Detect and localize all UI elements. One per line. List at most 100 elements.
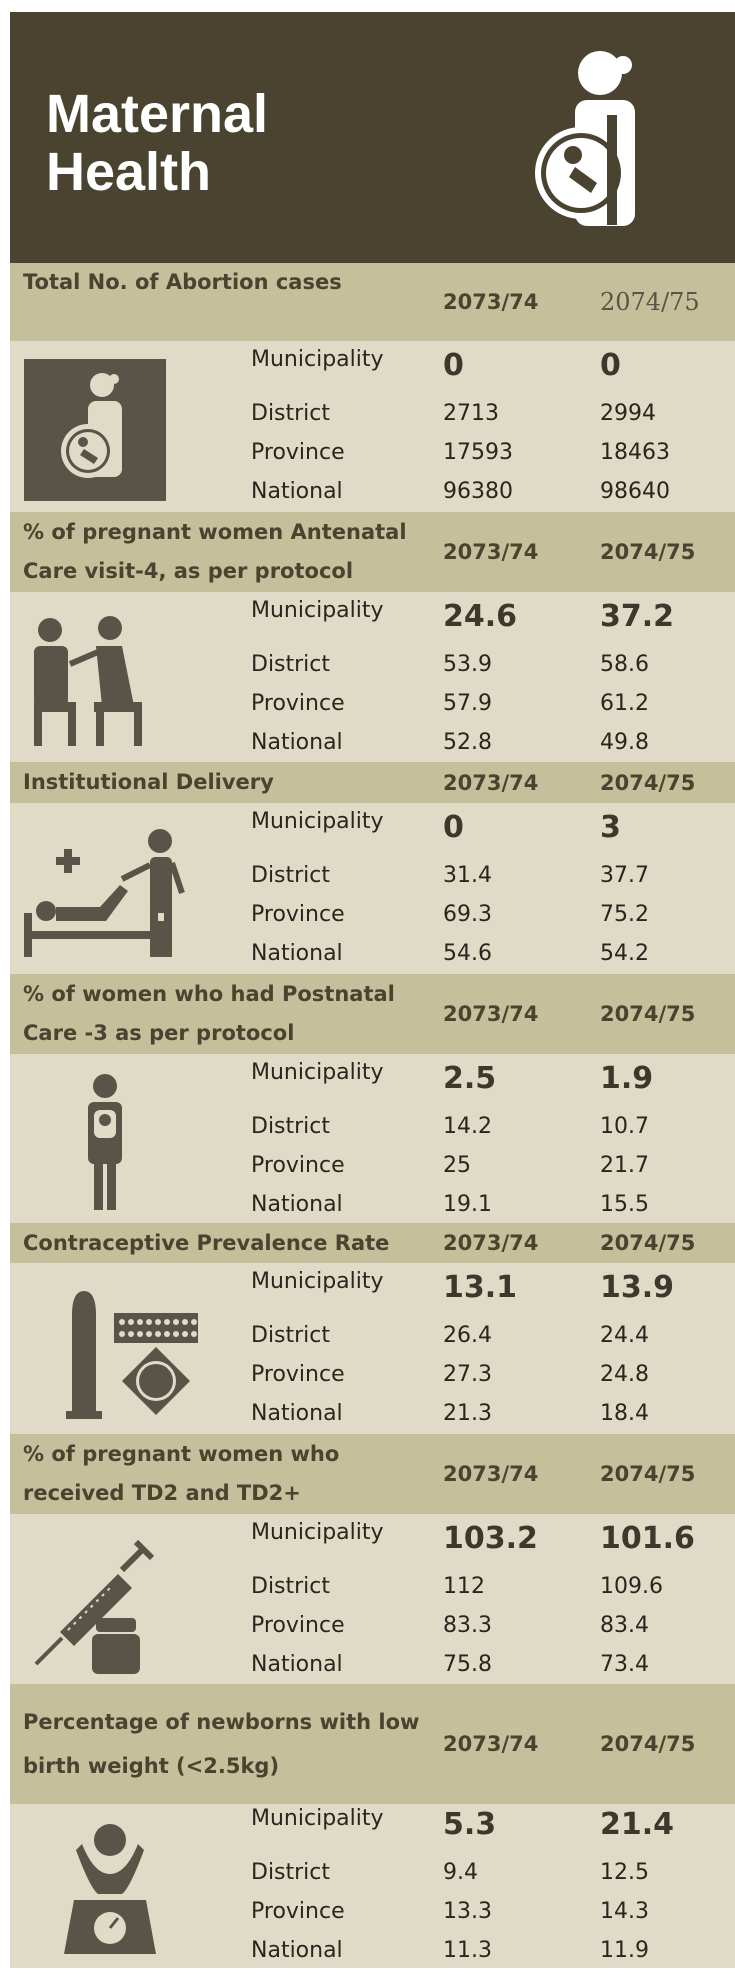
section-icon	[24, 829, 185, 957]
row-label: District	[251, 652, 331, 677]
section-title: % of pregnant women who received TD2 and…	[23, 1442, 340, 1505]
value: 52.8	[443, 730, 492, 755]
value: 83.3	[443, 1613, 492, 1638]
row-label: National	[251, 730, 343, 755]
section-body-band	[10, 1263, 735, 1434]
municipality-value: 37.2	[600, 599, 675, 634]
year-label: 2074/75	[600, 1462, 696, 1486]
year-label: 2073/74	[443, 540, 539, 564]
value: 11.3	[443, 1938, 492, 1963]
municipality-value: 13.9	[600, 1270, 675, 1305]
value: 49.8	[600, 730, 649, 755]
value: 19.1	[443, 1192, 492, 1217]
row-label: National	[251, 1938, 343, 1963]
row-label: Municipality	[251, 598, 384, 623]
page-title: Maternal Health	[46, 84, 269, 202]
municipality-value: 101.6	[600, 1521, 695, 1556]
value: 21.7	[600, 1153, 649, 1178]
municipality-value: 103.2	[443, 1521, 538, 1556]
municipality-value: 1.9	[600, 1061, 654, 1096]
row-label: National	[251, 1192, 343, 1217]
row-label: Province	[251, 1899, 345, 1924]
municipality-value: 3	[600, 810, 621, 845]
row-label: Province	[251, 902, 345, 927]
section-icon	[34, 616, 142, 746]
value: 10.7	[600, 1114, 649, 1139]
year-label: 2073/74	[443, 290, 539, 314]
value: 18463	[600, 440, 670, 465]
row-label: Province	[251, 1153, 345, 1178]
municipality-value: 24.6	[443, 599, 518, 634]
year-label: 2074/75	[600, 1002, 696, 1026]
row-label: District	[251, 1860, 331, 1885]
row-label: District	[251, 401, 331, 426]
value: 15.5	[600, 1192, 649, 1217]
value: 2713	[443, 401, 499, 426]
municipality-value: 0	[443, 348, 464, 383]
section-title: Total No. of Abortion cases	[23, 270, 342, 294]
value: 37.7	[600, 863, 649, 888]
section-header-band	[10, 1223, 735, 1263]
value: 24.4	[600, 1323, 649, 1348]
value: 75.2	[600, 902, 649, 927]
header-icon	[535, 51, 635, 226]
year-label: 2073/74	[443, 1462, 539, 1486]
year-label: 2073/74	[443, 770, 539, 795]
section-body-band	[10, 592, 735, 762]
value: 109.6	[600, 1574, 663, 1599]
row-label: National	[251, 479, 343, 504]
section-title: Percentage of newborns with low birth we…	[23, 1710, 420, 1778]
year-label: 2074/75	[600, 288, 700, 316]
value: 14.2	[443, 1114, 492, 1139]
value: 96380	[443, 479, 513, 504]
municipality-value: 21.4	[600, 1807, 675, 1842]
section-title: Contraceptive Prevalence Rate	[23, 1230, 390, 1255]
value: 53.9	[443, 652, 492, 677]
value: 54.2	[600, 941, 649, 966]
value: 26.4	[443, 1323, 492, 1348]
row-label: Municipality	[251, 1806, 384, 1831]
section-icon	[34, 1539, 155, 1674]
section-body-band	[10, 803, 735, 974]
value: 12.5	[600, 1860, 649, 1885]
value: 98640	[600, 479, 670, 504]
municipality-value: 0	[600, 348, 621, 383]
row-label: Province	[251, 1613, 345, 1638]
section-icon	[64, 1824, 156, 1954]
value: 54.6	[443, 941, 492, 966]
row-label: Municipality	[251, 347, 384, 372]
value: 11.9	[600, 1938, 649, 1963]
section-title: % of women who had Postnatal Care -3 as …	[23, 982, 395, 1045]
municipality-value: 5.3	[443, 1807, 497, 1842]
value: 58.6	[600, 652, 649, 677]
row-label: Municipality	[251, 809, 384, 834]
section-icon	[24, 359, 166, 501]
section-header-band	[10, 974, 735, 1054]
section-icon	[66, 1291, 198, 1419]
value: 57.9	[443, 691, 492, 716]
year-label: 2073/74	[443, 1732, 539, 1756]
value: 73.4	[600, 1652, 649, 1677]
section-title: Institutional Delivery	[23, 770, 274, 794]
year-label: 2074/75	[600, 540, 696, 564]
year-label: 2073/74	[443, 1002, 539, 1026]
section-header-band	[10, 263, 735, 341]
row-label: Municipality	[251, 1060, 384, 1085]
value: 17593	[443, 440, 513, 465]
value: 61.2	[600, 691, 649, 716]
value: 14.3	[600, 1899, 649, 1924]
row-label: District	[251, 1574, 331, 1599]
row-label: District	[251, 1323, 331, 1348]
section-title: % of pregnant women Antenatal Care visit…	[23, 520, 407, 583]
row-label: National	[251, 1652, 343, 1677]
row-label: National	[251, 941, 343, 966]
row-label: Province	[251, 691, 345, 716]
municipality-value: 0	[443, 810, 464, 845]
row-label: Province	[251, 1362, 345, 1387]
value: 9.4	[443, 1860, 478, 1885]
section-header-band	[10, 762, 735, 803]
year-label: 2074/75	[600, 1732, 696, 1756]
value: 21.3	[443, 1401, 492, 1426]
section-header-band	[10, 1434, 735, 1514]
